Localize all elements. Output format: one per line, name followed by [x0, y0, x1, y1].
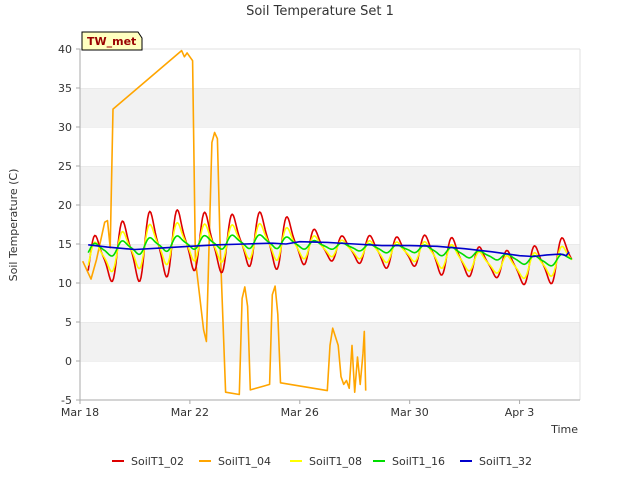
legend-label: SoilT1_16 [392, 455, 445, 468]
station-tag-text: TW_met [87, 35, 136, 48]
x-tick-label: Mar 22 [171, 406, 209, 419]
series-line-soilt1_02 [87, 209, 573, 286]
x-tick-label: Mar 30 [391, 406, 429, 419]
band [80, 283, 580, 322]
y-axis-label: Soil Temperature (C) [7, 169, 20, 282]
legend-label: SoilT1_02 [131, 455, 184, 468]
band [80, 361, 580, 400]
chart-title: Soil Temperature Set 1 [246, 4, 394, 19]
y-tick-label: 35 [58, 82, 72, 95]
y-tick-label: 20 [58, 199, 72, 212]
x-tick-label: Apr 3 [505, 406, 535, 419]
band [80, 127, 580, 166]
x-tick-label: Mar 18 [61, 406, 99, 419]
x-tick-label: Mar 26 [281, 406, 319, 419]
station-tag: TW_met [81, 31, 143, 51]
y-axis-ticks: -5 0 5 10 15 20 25 30 35 40 [58, 43, 80, 407]
y-tick-label: 5 [65, 316, 72, 329]
legend-label: SoilT1_32 [479, 455, 532, 468]
band [80, 88, 580, 127]
series-line-soilt1_04 [81, 49, 367, 396]
y-tick-label: 15 [58, 238, 72, 251]
band [80, 205, 580, 244]
series-line-soilt1_16 [87, 234, 573, 267]
legend-label: SoilT1_04 [218, 455, 271, 468]
legend: SoilT1_02 SoilT1_04 SoilT1_08 SoilT1_16 Soil… [112, 455, 532, 468]
band [80, 49, 580, 88]
x-axis-label: Time [550, 423, 578, 436]
y-tick-label: -5 [61, 394, 72, 407]
band [80, 244, 580, 283]
series-line-soilt1_32 [88, 240, 570, 258]
band [80, 166, 580, 205]
y-tick-label: 30 [58, 121, 72, 134]
x-axis-ticks: Mar 18 Mar 22 Mar 26 Mar 30 Apr 3 [61, 400, 534, 419]
legend-label: SoilT1_08 [309, 455, 362, 468]
y-tick-label: 0 [65, 355, 72, 368]
y-tick-label: 10 [58, 277, 72, 290]
y-tick-label: 40 [58, 43, 72, 56]
series-lines [81, 49, 573, 396]
y-tick-label: 25 [58, 160, 72, 173]
series-line-soilt1_08 [87, 221, 573, 280]
